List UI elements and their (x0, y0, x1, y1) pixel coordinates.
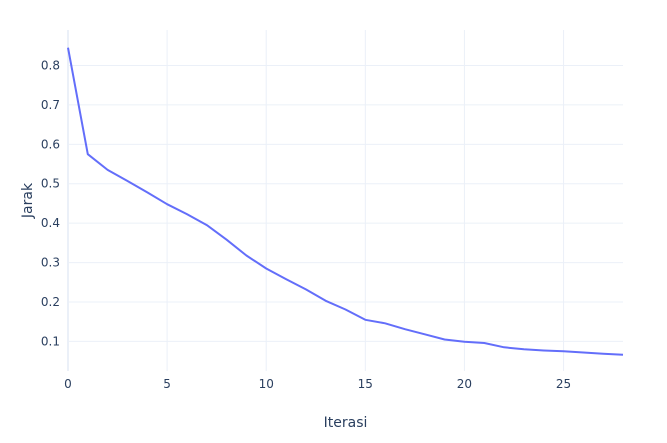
y-tick-label: 0.6 (41, 137, 60, 151)
x-tick-label: 15 (358, 377, 373, 391)
y-tick-label: 0.3 (41, 256, 60, 270)
series-line (67, 47, 624, 356)
x-tick-label: 5 (163, 377, 171, 391)
y-axis-title: Jarak (20, 182, 36, 219)
series-layer (67, 47, 624, 356)
x-tick-label: 0 (64, 377, 72, 391)
grid-layer (67, 30, 623, 371)
y-tick-label: 0.2 (41, 295, 60, 309)
y-tick-label: 0.7 (41, 98, 60, 112)
y-tick-label: 0.1 (41, 334, 60, 348)
tick-labels: 0.1 0.2 0.3 0.4 0.5 0.6 0.7 0.8 0 5 10 15 20 25 (41, 58, 571, 391)
y-tick-label: 0.8 (41, 58, 60, 72)
y-tick-label: 0.4 (41, 216, 60, 230)
x-tick-label: 20 (457, 377, 472, 391)
x-axis-title: Iterasi (324, 415, 368, 431)
y-tick-label: 0.5 (41, 177, 60, 191)
x-tick-label: 10 (259, 377, 274, 391)
x-tick-label: 25 (556, 377, 571, 391)
